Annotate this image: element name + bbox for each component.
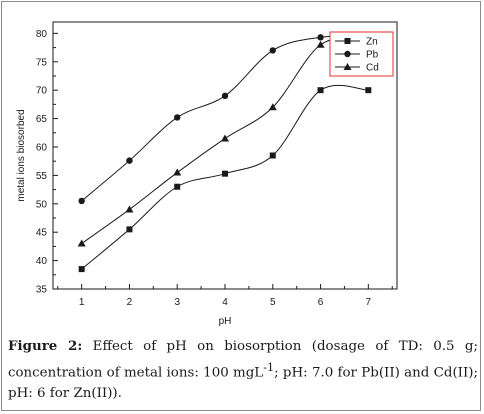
data-point [174, 183, 181, 190]
legend-label: Zn [366, 37, 378, 48]
series-cd [77, 33, 373, 247]
caption-text-after: ; pH: 7.0 for Pb(II) and Cd(II); pH: 6 f… [8, 365, 478, 402]
x-tick-label: 7 [366, 297, 372, 308]
x-tick-label: 1 [79, 297, 85, 308]
series-zn [78, 84, 372, 273]
data-point [125, 205, 134, 213]
y-tick-label: 70 [36, 86, 48, 97]
legend-marker [344, 50, 351, 58]
x-tick-label: 3 [174, 297, 180, 308]
x-tick-label: 6 [318, 297, 324, 308]
legend: Zn Pb Cd [329, 31, 394, 77]
series-line [81, 84, 369, 270]
data-point [174, 114, 181, 121]
data-point [365, 87, 372, 94]
y-tick-label: 35 [36, 285, 48, 296]
y-tick-label: 50 [36, 199, 48, 210]
y-tick-label: 45 [36, 228, 48, 239]
legend-marker [343, 63, 352, 70]
data-point [317, 34, 324, 41]
x-tick-label: 2 [127, 297, 133, 308]
y-axis-label: metal ions biosorbed [16, 109, 27, 201]
data-point [316, 40, 325, 48]
legend-label: Cd [366, 63, 379, 74]
x-axis-label: pH [219, 316, 232, 327]
data-point [221, 92, 229, 100]
data-point [126, 157, 133, 164]
series-pb [78, 33, 372, 205]
x-tick-label: 4 [222, 297, 228, 308]
caption-label: Figure 2: [8, 338, 83, 354]
data-point [173, 168, 182, 176]
data-point [222, 170, 228, 177]
data-point [317, 87, 324, 94]
legend-label: Pb [366, 50, 379, 61]
data-point [78, 197, 85, 205]
data-point [126, 226, 133, 233]
data-point [269, 152, 276, 159]
caption-superscript: -1 [263, 361, 275, 374]
y-tick-label: 65 [36, 114, 48, 125]
data-point [77, 239, 86, 247]
data-point [269, 47, 276, 54]
y-tick-label: 40 [36, 256, 48, 267]
x-tick-label: 5 [270, 297, 276, 308]
legend-box [329, 31, 394, 77]
figure-caption: Figure 2: Effect of pH on biosorption (d… [8, 336, 478, 404]
y-tick-label: 75 [36, 57, 48, 68]
y-tick-label: 80 [36, 29, 48, 40]
caption-text: Effect of pH on biosorption (dosage of T… [8, 339, 478, 381]
data-point [78, 266, 85, 273]
y-tick-label: 55 [36, 171, 48, 182]
data-point [268, 103, 277, 111]
y-tick-label: 60 [36, 142, 48, 153]
legend-marker [344, 38, 351, 44]
data-point [221, 134, 229, 142]
